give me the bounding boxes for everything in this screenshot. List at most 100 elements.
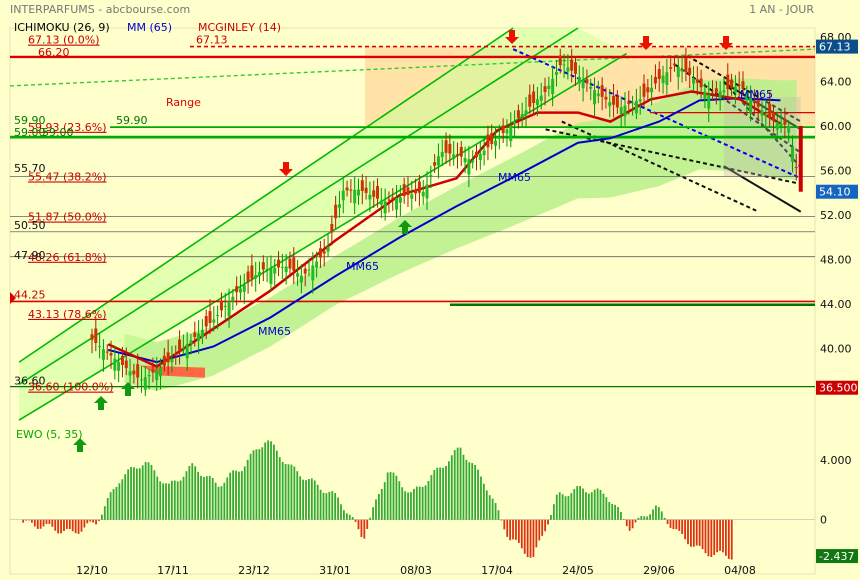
candle-body bbox=[109, 353, 113, 356]
ewo-bar bbox=[596, 488, 599, 520]
candle-body bbox=[372, 190, 376, 197]
candle-body bbox=[631, 102, 635, 104]
candle-body bbox=[596, 93, 600, 97]
ewo-bar bbox=[159, 481, 162, 520]
candle-body bbox=[619, 107, 623, 115]
x-tick-label: 24/05 bbox=[562, 564, 594, 577]
candle-body bbox=[760, 110, 764, 116]
ewo-bar bbox=[535, 519, 538, 548]
fib-label: 67.13 (0.0%) bbox=[28, 34, 100, 47]
mm65-annotation: MM65 bbox=[498, 171, 531, 184]
candle-body bbox=[318, 248, 322, 258]
ewo-bar bbox=[378, 493, 380, 520]
level-label: 66.20 bbox=[38, 46, 70, 59]
candle-body bbox=[410, 194, 414, 199]
candle-body bbox=[117, 361, 121, 371]
ewo-bar bbox=[587, 493, 590, 520]
candle-body bbox=[322, 251, 326, 254]
ewo-bar bbox=[684, 519, 686, 540]
ewo-bar bbox=[611, 503, 614, 520]
ewo-bar bbox=[491, 498, 494, 520]
ewo-bar bbox=[188, 465, 191, 520]
ewo-bar bbox=[582, 488, 584, 520]
ewo-bar bbox=[389, 472, 392, 520]
candle-body bbox=[593, 90, 597, 105]
candle-body bbox=[737, 84, 741, 86]
ewo-bar bbox=[343, 510, 345, 520]
candle-body bbox=[433, 162, 437, 166]
candle-body bbox=[162, 355, 166, 366]
price-tag bbox=[816, 39, 858, 54]
candle-body bbox=[216, 314, 220, 316]
candle-body bbox=[749, 97, 753, 113]
mm65-annotation: MM65 bbox=[346, 260, 379, 273]
ewo-bar bbox=[392, 472, 395, 520]
ewo-bar bbox=[687, 519, 689, 545]
ewo-bar bbox=[634, 519, 637, 523]
mm65-annotation: MM65 bbox=[740, 88, 773, 101]
candle-body bbox=[356, 189, 360, 196]
ewo-bar bbox=[366, 519, 369, 529]
range-annotation: Range bbox=[166, 96, 201, 109]
ewo-bar bbox=[68, 519, 71, 530]
candle-body bbox=[657, 69, 661, 80]
ewo-bar bbox=[655, 505, 657, 520]
candle-body bbox=[650, 87, 654, 93]
sell-arrow-icon bbox=[719, 36, 733, 50]
ewo-bar bbox=[191, 463, 194, 520]
series-lines bbox=[107, 90, 782, 369]
candle-body bbox=[699, 78, 703, 88]
ewo-bar bbox=[710, 519, 713, 558]
ewo-bar bbox=[727, 519, 730, 559]
buy-arrow-icon bbox=[94, 396, 108, 410]
candle-body bbox=[387, 199, 391, 201]
ewo-bar bbox=[258, 449, 261, 520]
ewo-bar bbox=[267, 440, 269, 520]
candle-body bbox=[277, 259, 281, 268]
candle-body bbox=[653, 76, 657, 84]
ewo-bar bbox=[433, 470, 436, 520]
candle-body bbox=[790, 147, 794, 162]
price-tag-label: 67.13 bbox=[819, 41, 851, 54]
ewo-bar bbox=[704, 519, 707, 554]
ewo-bar bbox=[523, 519, 526, 554]
ewo-bar bbox=[593, 489, 596, 520]
y-tick-label: 40.00 bbox=[820, 343, 852, 356]
ewo-bar bbox=[506, 519, 509, 537]
level-label: 47.90 bbox=[14, 249, 46, 262]
ewo-bar bbox=[497, 510, 500, 520]
candle-body bbox=[581, 80, 585, 89]
ewo-bar bbox=[488, 495, 491, 520]
ewo-bar bbox=[698, 519, 701, 546]
candle-body bbox=[676, 66, 680, 78]
ewo-bar bbox=[211, 477, 214, 520]
candle-body bbox=[471, 160, 475, 163]
ewo-bar bbox=[485, 490, 488, 520]
candle-body bbox=[159, 368, 163, 377]
candle-body bbox=[684, 57, 688, 73]
candle-body bbox=[680, 69, 684, 72]
ewo-bar bbox=[436, 467, 439, 520]
candle-body bbox=[547, 85, 551, 90]
candle-body bbox=[128, 371, 132, 376]
y-tick-label: 48.00 bbox=[820, 254, 852, 267]
channel-line bbox=[18, 27, 579, 386]
candle-body bbox=[672, 63, 676, 66]
ewo-bar bbox=[290, 464, 293, 520]
mcginley-line bbox=[107, 90, 782, 369]
candle-body bbox=[573, 62, 577, 74]
ewo-bar bbox=[179, 480, 182, 520]
candle-body bbox=[379, 200, 383, 205]
ewo-bar bbox=[348, 514, 351, 520]
ewo-bar bbox=[83, 519, 86, 528]
ewo-bar bbox=[509, 519, 512, 541]
candle-body bbox=[368, 194, 372, 200]
candle-body bbox=[520, 114, 524, 118]
candle-body bbox=[101, 349, 105, 360]
x-tick-label: 17/11 bbox=[157, 564, 189, 577]
ewo-bar bbox=[471, 463, 474, 520]
legend-mcginley: MCGINLEY (14) bbox=[198, 21, 281, 34]
ewo-bar bbox=[631, 519, 634, 529]
ewo-bar bbox=[646, 516, 649, 520]
